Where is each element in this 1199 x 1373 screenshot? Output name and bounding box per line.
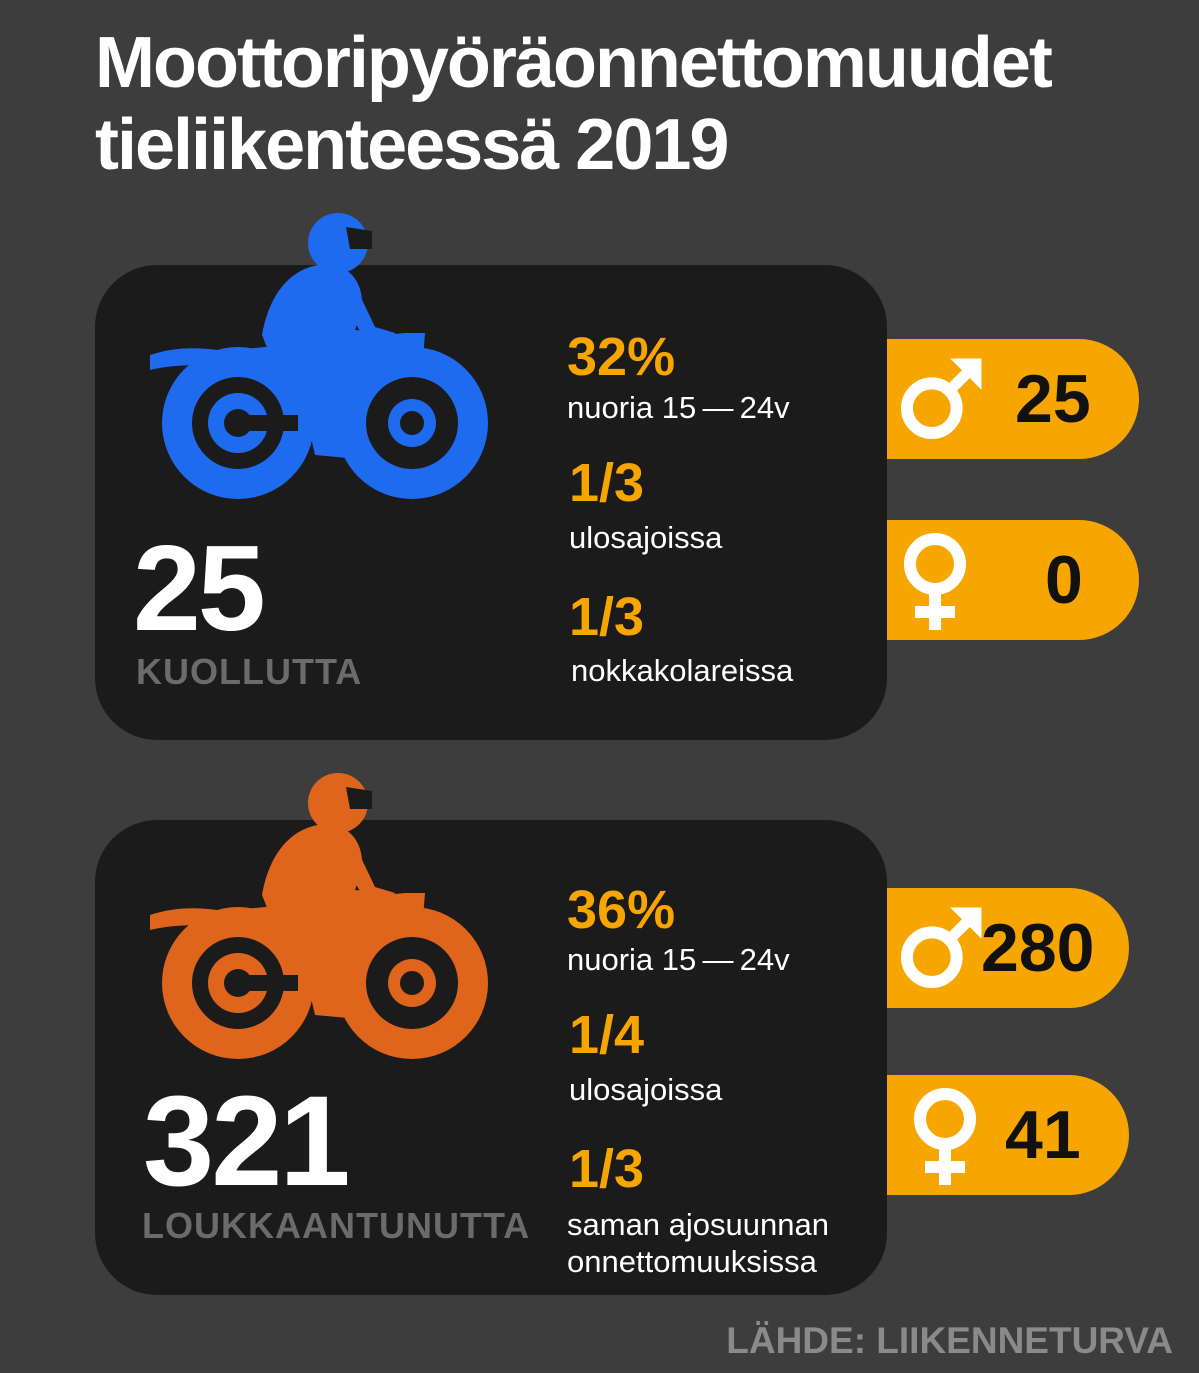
page-title: Moottoripyöräonnettomuudet tieliikentees… [95,22,1175,186]
fatal-stat-1-text: nuoria 15 — 24v [567,390,790,425]
injury-male-pill: 280 [887,888,1129,1008]
injuries-total: 321 [143,1070,351,1213]
fatal-male-value: 25 [1015,361,1091,437]
injury-stat-3-value: 1/3 [569,1139,645,1199]
title-line-2: tieliikenteessä 2019 [95,105,729,185]
injury-male-value: 280 [981,910,1095,986]
injury-female-pill: 41 [887,1075,1129,1195]
injury-stat-3-text-line2: onnettomuuksissa [567,1244,817,1279]
injury-stat-3-text-line1: saman ajosuunnan [567,1207,829,1242]
injury-stat-1-text: nuoria 15 — 24v [567,942,790,977]
fatal-female-pill: 0 [887,520,1139,640]
fatal-stat-1-value: 32% [567,327,676,387]
fatal-female-value: 0 [1045,542,1083,618]
injuries-label: LOUKKAANTUNUTTA [142,1205,531,1246]
motorcycle-rider-icon [150,213,488,499]
injury-stat-2-text: ulosajoissa [569,1072,723,1107]
fatalities-label: KUOLLUTTA [136,651,363,692]
fatal-stat-3-value: 1/3 [569,587,645,647]
title-line-1: Moottoripyöräonnettomuudet [95,23,1053,103]
male-symbol-icon [900,358,982,440]
source-credit: LÄHDE: LIIKENNETURVA [726,1320,1173,1361]
fatalities-card [95,265,887,740]
motorcycle-rider-icon [150,773,488,1059]
fatal-stat-2-text: ulosajoissa [569,520,723,555]
injury-stat-1-value: 36% [567,880,676,940]
female-symbol-icon [904,533,966,630]
fatal-stat-2-value: 1/3 [569,453,645,513]
injury-stat-2-value: 1/4 [569,1005,645,1065]
fatal-male-pill: 25 [887,339,1139,459]
fatal-stat-3-text: nokkakolareissa [571,653,794,688]
injury-female-value: 41 [1005,1097,1081,1173]
fatalities-total: 25 [133,520,266,656]
male-symbol-icon [900,907,982,989]
female-symbol-icon [914,1088,976,1185]
